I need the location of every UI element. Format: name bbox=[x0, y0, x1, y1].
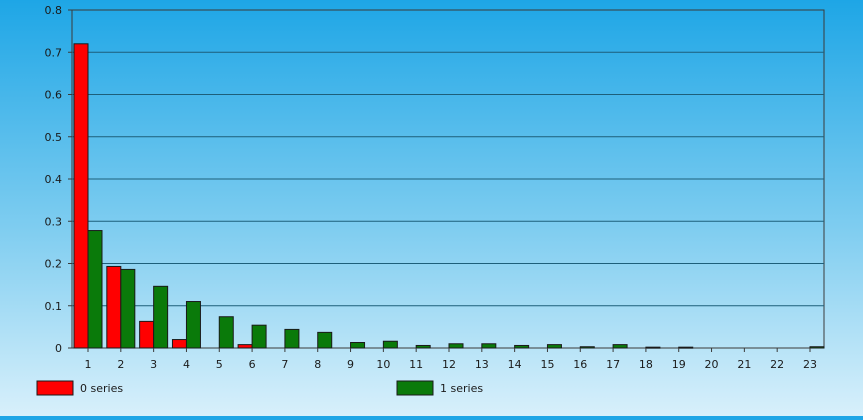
y-tick-label: 0.8 bbox=[45, 4, 63, 17]
bar-series-1 bbox=[87, 230, 103, 349]
y-tick-label: 0.7 bbox=[45, 46, 63, 59]
bar-series-1 bbox=[612, 344, 628, 349]
x-tick-label: 7 bbox=[281, 358, 288, 371]
bar-series-0 bbox=[106, 265, 122, 349]
legend: 0 series 1 series bbox=[36, 380, 483, 396]
x-tick-label: 4 bbox=[183, 358, 190, 371]
y-tick-label: 0.3 bbox=[45, 215, 63, 228]
y-tick-label: 0.5 bbox=[45, 131, 63, 144]
x-tick-label: 13 bbox=[475, 358, 489, 371]
bar-series-1 bbox=[382, 340, 398, 349]
x-tick-label: 3 bbox=[150, 358, 157, 371]
x-tick-label: 17 bbox=[606, 358, 620, 371]
x-tick-label: 5 bbox=[216, 358, 223, 371]
legend-label-1-series: 1 series bbox=[440, 382, 483, 395]
x-tick-label: 22 bbox=[770, 358, 784, 371]
bar-series-1 bbox=[678, 346, 694, 349]
x-tick-label: 2 bbox=[117, 358, 124, 371]
x-tick-label: 10 bbox=[376, 358, 390, 371]
legend-label-0-series: 0 series bbox=[80, 382, 123, 395]
bar-series-1 bbox=[185, 301, 201, 349]
y-tick-label: 0 bbox=[55, 342, 62, 355]
bar-series-1 bbox=[218, 316, 234, 349]
x-tick-label: 18 bbox=[639, 358, 653, 371]
x-tick-label: 14 bbox=[508, 358, 522, 371]
bar-series-1 bbox=[481, 343, 497, 349]
x-tick-label: 19 bbox=[672, 358, 686, 371]
bar-series-0 bbox=[139, 320, 155, 349]
y-axis-ticks: 0 0.1 0.2 0.3 0.4 0.5 0.6 0.7 0.8 bbox=[45, 4, 72, 355]
x-tick-label: 21 bbox=[737, 358, 751, 371]
bars bbox=[73, 43, 825, 349]
bar-series-1 bbox=[514, 344, 530, 349]
bar-series-0 bbox=[73, 43, 89, 349]
bar-series-0 bbox=[171, 339, 187, 349]
y-tick-label: 0.6 bbox=[45, 89, 63, 102]
bar-series-1 bbox=[153, 285, 169, 349]
y-tick-label: 0.4 bbox=[45, 173, 63, 186]
bar-series-1 bbox=[284, 328, 300, 349]
x-tick-label: 15 bbox=[540, 358, 554, 371]
legend-swatch-1-series bbox=[396, 380, 434, 396]
y-tick-label: 0.1 bbox=[45, 300, 63, 313]
bar-series-1 bbox=[546, 344, 562, 349]
bar-series-0 bbox=[237, 344, 253, 349]
legend-swatch-0-series bbox=[36, 380, 74, 396]
bar-series-1 bbox=[448, 343, 464, 349]
x-tick-label: 11 bbox=[409, 358, 423, 371]
bar-series-1 bbox=[645, 346, 661, 349]
x-tick-label: 1 bbox=[85, 358, 92, 371]
bar-series-1 bbox=[251, 324, 267, 349]
bar-series-1 bbox=[415, 344, 431, 349]
x-tick-label: 8 bbox=[314, 358, 321, 371]
bar-series-1 bbox=[350, 342, 366, 349]
bar-series-1 bbox=[120, 268, 136, 349]
x-tick-label: 6 bbox=[249, 358, 256, 371]
x-tick-label: 12 bbox=[442, 358, 456, 371]
x-tick-label: 23 bbox=[803, 358, 817, 371]
x-tick-label: 16 bbox=[573, 358, 587, 371]
y-tick-label: 0.2 bbox=[45, 258, 63, 271]
bar-series-1 bbox=[579, 346, 595, 349]
gridlines bbox=[72, 51, 824, 307]
x-axis-ticks: 1 2 3 4 5 6 7 8 9 10 11 12 13 14 15 16 17 18 19 20 21 22 23 bbox=[85, 348, 817, 371]
bar-series-1 bbox=[809, 346, 825, 349]
bar-series-1 bbox=[317, 331, 333, 349]
x-tick-label: 9 bbox=[347, 358, 354, 371]
x-tick-label: 20 bbox=[705, 358, 719, 371]
